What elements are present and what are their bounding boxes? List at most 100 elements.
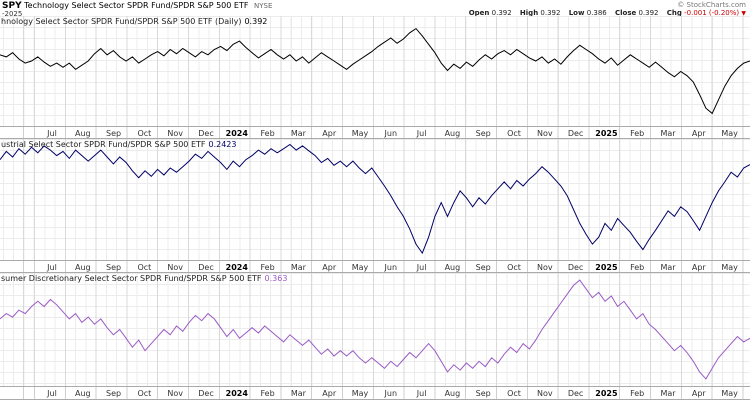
axis-month-label: Jun [384, 129, 398, 138]
close-label: Close [614, 9, 637, 17]
axis-month-label: Dec [567, 263, 584, 272]
axis-month-label: Jul [416, 263, 427, 272]
x-axis-row-1: Jul Aug Sep Oct Nov Dec 2024 Feb Mar Apr May Jun Jul… [0, 126, 750, 139]
axis-month-label: Feb [630, 263, 645, 272]
chg-value: -0.001 (-0.20%) [684, 9, 740, 17]
ratio-panel-technology: hnology Select Sector SPDR Fund/SPDR S&P… [0, 16, 750, 126]
axis-month-label: Apr [322, 389, 337, 398]
axis-month-label: Jul [47, 389, 57, 398]
industrial-ratio-line [0, 143, 750, 255]
axis-month-label: Aug [444, 389, 461, 398]
axis-month-label: Feb [260, 129, 275, 138]
x-axis-row-2: Jul Aug Sep Oct Nov Dec 2024 Feb Mar Apr May Jun Jul… [0, 260, 750, 273]
axis-month-label: Apr [691, 263, 706, 272]
axis-month-label: Jun [384, 263, 398, 272]
open-label: Open [468, 9, 490, 17]
axis-month-label: May [721, 263, 738, 272]
axis-month-label: Nov [167, 263, 183, 272]
axis-month-label: Oct [137, 263, 152, 272]
axis-month-label: Apr [691, 389, 706, 398]
axis-month-label: Feb [630, 389, 645, 398]
technology-ratio-line [0, 27, 750, 115]
axis-month-label: Mar [660, 263, 676, 272]
axis-month-label: Apr [322, 263, 337, 272]
axis-month-label: 2024 [225, 389, 248, 398]
axis-month-label: Dec [567, 389, 584, 398]
axis-month-label: Oct [137, 389, 152, 398]
panel-last-value: 0.392 [244, 17, 268, 26]
axis-month-label: Mar [290, 129, 306, 138]
axis-month-label: Sep [475, 129, 491, 138]
ticker-symbol: SPY [2, 1, 22, 11]
axis-month-label: Sep [106, 263, 122, 272]
chart-title: SPY Technology Select Sector SPDR Fund/S… [2, 1, 272, 11]
panel-legend-text: hnology Select Sector SPDR Fund/SPDR S&P… [1, 17, 242, 26]
axis-month-label: Mar [290, 389, 306, 398]
axis-month-label: Nov [167, 129, 183, 138]
x-axis-row-3: Jul Aug Sep Oct Nov Dec 2024 Feb Mar Apr May Jun Jul… [0, 386, 750, 400]
axis-month-label: Sep [106, 389, 122, 398]
copyright-label: © StockCharts.com [677, 1, 746, 9]
open-value: 0.392 [491, 9, 512, 17]
axis-month-label: Feb [260, 389, 275, 398]
fund-name: Technology Select Sector SPDR Fund/SPDR … [24, 1, 249, 10]
axis-month-label: Nov [167, 389, 183, 398]
axis-month-label: Aug [444, 129, 461, 138]
ratio-panel-industrial: ustrial Select Sector SPDR Fund/SPDR S&P… [0, 139, 750, 260]
panel-legend-text: sumer Discretionary Select Sector SPDR F… [1, 274, 262, 283]
axis-month-label: Oct [507, 389, 521, 398]
axis-month-label: Jun [384, 389, 398, 398]
axis-month-label: Aug [74, 389, 91, 398]
consumer-discretionary-ratio-line [0, 279, 750, 380]
axis-month-label: Aug [444, 263, 461, 272]
axis-month-label: May [351, 129, 369, 138]
axis-month-label: Jul [47, 263, 57, 272]
panel-last-value: 0.2423 [208, 140, 237, 149]
axis-month-label: Mar [660, 129, 676, 138]
panel-legend-technology: hnology Select Sector SPDR Fund/SPDR S&P… [1, 17, 267, 26]
panel-legend-industrial: ustrial Select Sector SPDR Fund/SPDR S&P… [1, 140, 236, 149]
axis-month-label: Sep [475, 389, 491, 398]
axis-month-label: Feb [630, 129, 645, 138]
axis-month-label: 2024 [225, 263, 248, 272]
high-label: High [519, 9, 539, 17]
axis-month-label: Nov [536, 389, 553, 398]
low-value: 0.386 [586, 9, 607, 17]
panel-legend-consumer-discretionary: sumer Discretionary Select Sector SPDR F… [1, 274, 287, 283]
axis-month-label: 2025 [595, 129, 618, 138]
axis-month-label: Dec [198, 263, 214, 272]
axis-month-label: Aug [74, 129, 91, 138]
axis-month-label: Jul [47, 129, 57, 138]
axis-month-label: Mar [290, 263, 306, 272]
axis-month-label: May [351, 389, 369, 398]
axis-month-label: Jul [416, 129, 427, 138]
axis-month-label: Dec [567, 129, 584, 138]
axis-month-label: Oct [507, 263, 521, 272]
axis-month-label: Oct [507, 129, 521, 138]
exchange-label: NYSE [254, 2, 273, 10]
axis-month-label: Mar [660, 389, 676, 398]
axis-month-label: Apr [322, 129, 337, 138]
axis-month-label: Aug [74, 263, 91, 272]
close-value: 0.392 [638, 9, 659, 17]
ratio-panel-consumer-discretionary: sumer Discretionary Select Sector SPDR F… [0, 273, 750, 386]
axis-month-label: Nov [536, 129, 553, 138]
axis-month-label: Jul [416, 389, 427, 398]
high-value: 0.392 [540, 9, 561, 17]
axis-month-label: 2024 [225, 129, 248, 138]
axis-month-label: Sep [106, 129, 122, 138]
axis-month-label: 2025 [595, 263, 618, 272]
axis-month-label: Dec [198, 129, 214, 138]
axis-month-label: May [721, 389, 738, 398]
chart-date: -2025 [2, 10, 23, 18]
axis-month-label: Feb [260, 263, 275, 272]
low-label: Low [568, 9, 585, 17]
axis-month-label: Nov [536, 263, 553, 272]
axis-month-label: Oct [137, 129, 152, 138]
axis-month-label: Sep [475, 263, 491, 272]
axis-month-label: 2025 [595, 389, 618, 398]
axis-month-label: May [351, 263, 369, 272]
panel-legend-text: ustrial Select Sector SPDR Fund/SPDR S&P… [1, 140, 206, 149]
axis-month-label: May [721, 129, 738, 138]
